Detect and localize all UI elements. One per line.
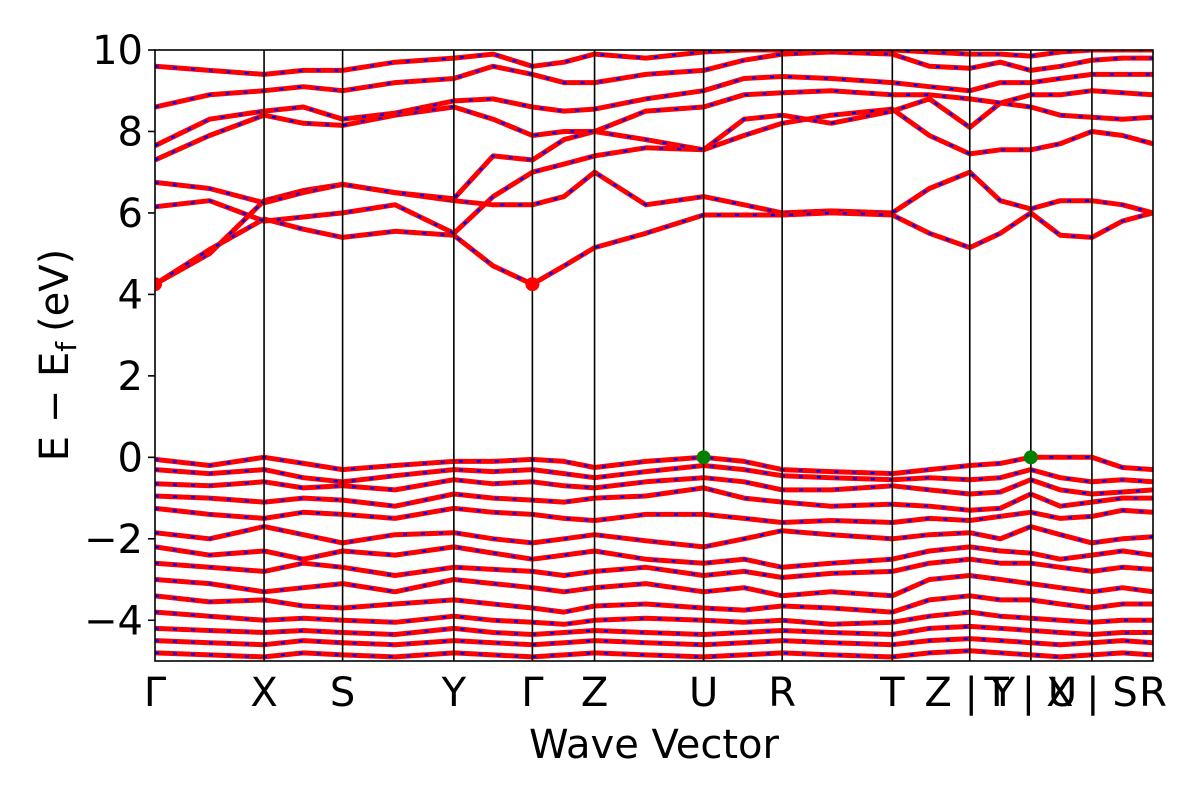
x-tick-label: T | U [984, 670, 1078, 716]
extrema-markers [155, 277, 1038, 465]
y-axis-label-subscript: f [50, 341, 83, 352]
x-tick-label: Γ [521, 670, 544, 716]
x-tick-label: X [250, 670, 277, 716]
x-tick-label: R [1139, 670, 1167, 716]
y-tick-label: 2 [118, 354, 143, 400]
x-tick-label: Γ [144, 670, 167, 716]
cbm-marker-0 [155, 277, 162, 292]
vbm-marker-2 [696, 450, 711, 465]
plot-frame [154, 49, 1154, 662]
y-axis-label-main: E − E [32, 352, 78, 462]
cbm-marker-1 [525, 277, 540, 292]
x-tick-label: Z | Y [924, 670, 1015, 716]
x-tick-label: U [689, 670, 718, 716]
y-tick-label: 6 [118, 191, 143, 237]
x-tick-label: Y [441, 670, 467, 716]
y-tick-label: 8 [118, 109, 143, 155]
y-tick-label: −4 [84, 598, 143, 644]
x-tick-label: Z [581, 670, 608, 716]
x-tick-label: S [330, 670, 355, 716]
y-tick-label: 0 [118, 435, 143, 481]
y-axis-ticks: −4 −2 0 2 4 6 8 10 [84, 28, 155, 644]
y-tick-label: 10 [92, 28, 143, 74]
x-tick-label: R [768, 670, 796, 716]
y-tick-label: 4 [118, 272, 143, 318]
y-axis-label: E − Ef (eV) [32, 249, 83, 462]
high-symmetry-lines [263, 50, 1093, 661]
y-tick-label: −2 [84, 517, 143, 563]
x-axis-label: Wave Vector [529, 722, 780, 768]
vbm-marker-3 [1023, 450, 1038, 465]
x-tick-label: X | S [1046, 670, 1138, 716]
x-tick-label: T [879, 670, 905, 716]
y-axis-label-unit: (eV) [32, 249, 78, 332]
